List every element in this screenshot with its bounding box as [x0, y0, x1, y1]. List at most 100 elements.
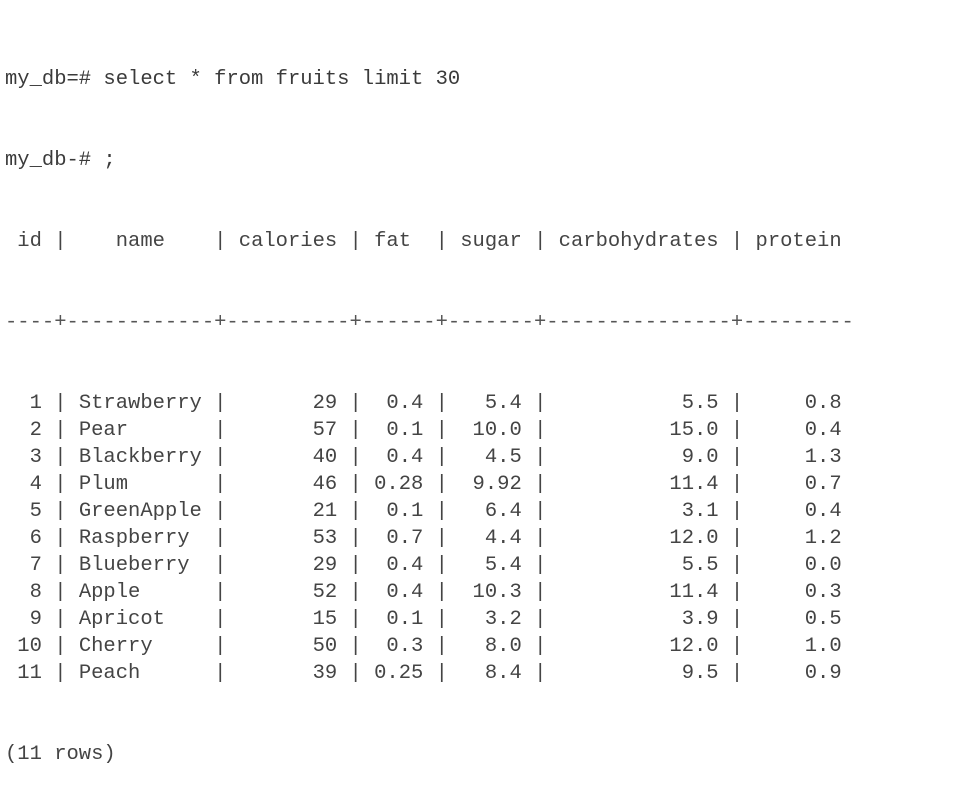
cell-calories: 29 [226, 392, 350, 415]
column-header-carbohydrates: carbohydrates [546, 230, 731, 253]
cell-name: Strawberry [66, 392, 215, 415]
cell-carbohydrates: 5.5 [546, 554, 731, 577]
command-text: select * from fruits limit 30 [103, 68, 461, 91]
table-header: id | name | calories | fat | sugar | car… [5, 230, 854, 253]
cell-id: 8 [5, 581, 55, 604]
cell-sugar: 10.0 [447, 419, 535, 442]
cell-calories: 15 [226, 608, 350, 631]
cell-protein: 1.0 [743, 635, 854, 658]
cell-carbohydrates: 9.0 [546, 446, 731, 469]
cell-name: Apricot [66, 608, 215, 631]
table-row: 9 | Apricot | 15 | 0.1 | 3.2 | 3.9 | 0.5 [5, 608, 854, 631]
cell-id: 7 [5, 554, 55, 577]
table-row: 10 | Cherry | 50 | 0.3 | 8.0 | 12.0 | 1.… [5, 635, 854, 658]
cell-fat: 0.1 [361, 419, 436, 442]
cell-fat: 0.4 [361, 554, 436, 577]
table-row: 2 | Pear | 57 | 0.1 | 10.0 | 15.0 | 0.4 [5, 419, 854, 442]
cell-protein: 0.9 [743, 662, 854, 685]
prompt: my_db=# [5, 68, 104, 91]
cell-sugar: 8.0 [447, 635, 535, 658]
cell-fat: 0.4 [361, 446, 436, 469]
cell-id: 1 [5, 392, 55, 415]
cell-fat: 0.4 [361, 392, 436, 415]
cell-protein: 1.2 [743, 527, 854, 550]
cell-carbohydrates: 5.5 [546, 392, 731, 415]
column-header-name: name [66, 230, 215, 253]
table-row: 1 | Strawberry | 29 | 0.4 | 5.4 | 5.5 | … [5, 392, 854, 415]
cell-fat: 0.4 [361, 581, 436, 604]
cell-calories: 50 [226, 635, 350, 658]
cell-carbohydrates: 12.0 [546, 635, 731, 658]
cell-fat: 0.25 [361, 662, 436, 685]
table-row: 4 | Plum | 46 | 0.28 | 9.92 | 11.4 | 0.7 [5, 473, 854, 496]
cell-id: 2 [5, 419, 55, 442]
cell-sugar: 4.4 [447, 527, 535, 550]
cell-id: 4 [5, 473, 55, 496]
column-header-calories: calories [226, 230, 350, 253]
cell-id: 5 [5, 500, 55, 523]
cell-id: 10 [5, 635, 55, 658]
cell-carbohydrates: 3.9 [546, 608, 731, 631]
cell-carbohydrates: 15.0 [546, 419, 731, 442]
cell-calories: 39 [226, 662, 350, 685]
column-header-protein: protein [743, 230, 854, 253]
table-row: 11 | Peach | 39 | 0.25 | 8.4 | 9.5 | 0.9 [5, 662, 854, 685]
cell-protein: 0.4 [743, 500, 854, 523]
column-header-sugar: sugar [447, 230, 535, 253]
cell-sugar: 6.4 [447, 500, 535, 523]
cell-protein: 0.7 [743, 473, 854, 496]
cell-carbohydrates: 11.4 [546, 473, 731, 496]
cell-fat: 0.7 [361, 527, 436, 550]
table-separator: ----+------------+----------+------+----… [5, 311, 854, 334]
column-header-fat: fat [361, 230, 436, 253]
cell-protein: 0.8 [743, 392, 854, 415]
cell-sugar: 3.2 [447, 608, 535, 631]
table-row: 8 | Apple | 52 | 0.4 | 10.3 | 11.4 | 0.3 [5, 581, 854, 604]
cell-protein: 0.5 [743, 608, 854, 631]
cell-protein: 0.3 [743, 581, 854, 604]
table-body: 1 | Strawberry | 29 | 0.4 | 5.4 | 5.5 | … [5, 390, 854, 687]
cell-fat: 0.3 [361, 635, 436, 658]
cell-calories: 29 [226, 554, 350, 577]
terminal-output: my_db=# select * from fruits limit 30 my… [5, 12, 854, 795]
cell-id: 9 [5, 608, 55, 631]
cell-sugar: 4.5 [447, 446, 535, 469]
cell-name: Raspberry [66, 527, 215, 550]
cell-carbohydrates: 12.0 [546, 527, 731, 550]
cell-name: Peach [66, 662, 215, 685]
prompt-line: my_db=# select * from fruits limit 30 [5, 66, 854, 93]
cell-carbohydrates: 9.5 [546, 662, 731, 685]
cell-calories: 53 [226, 527, 350, 550]
cell-name: Apple [66, 581, 215, 604]
cell-id: 11 [5, 662, 55, 685]
cell-calories: 52 [226, 581, 350, 604]
cell-sugar: 5.4 [447, 392, 535, 415]
cell-calories: 21 [226, 500, 350, 523]
cell-calories: 40 [226, 446, 350, 469]
continuation-line: my_db-# ; [5, 147, 854, 174]
cell-name: Plum [66, 473, 215, 496]
continuation-prompt: my_db-# [5, 149, 104, 172]
cell-carbohydrates: 3.1 [546, 500, 731, 523]
table-row: 6 | Raspberry | 53 | 0.7 | 4.4 | 12.0 | … [5, 527, 854, 550]
cell-calories: 57 [226, 419, 350, 442]
table-row: 5 | GreenApple | 21 | 0.1 | 6.4 | 3.1 | … [5, 500, 854, 523]
cell-fat: 0.1 [361, 608, 436, 631]
cell-calories: 46 [226, 473, 350, 496]
column-header-id: id [5, 230, 55, 253]
cell-sugar: 9.92 [447, 473, 535, 496]
cell-sugar: 8.4 [447, 662, 535, 685]
continuation-command: ; [103, 149, 116, 172]
cell-id: 3 [5, 446, 55, 469]
cell-name: Blueberry [66, 554, 215, 577]
table-row: 7 | Blueberry | 29 | 0.4 | 5.4 | 5.5 | 0… [5, 554, 854, 577]
cell-protein: 1.3 [743, 446, 854, 469]
cell-protein: 0.0 [743, 554, 854, 577]
table-row: 3 | Blackberry | 40 | 0.4 | 4.5 | 9.0 | … [5, 446, 854, 469]
cell-id: 6 [5, 527, 55, 550]
cell-name: Blackberry [66, 446, 215, 469]
cell-fat: 0.28 [361, 473, 436, 496]
cell-protein: 0.4 [743, 419, 854, 442]
cell-name: Cherry [66, 635, 215, 658]
row-count: (11 rows) [5, 743, 116, 766]
